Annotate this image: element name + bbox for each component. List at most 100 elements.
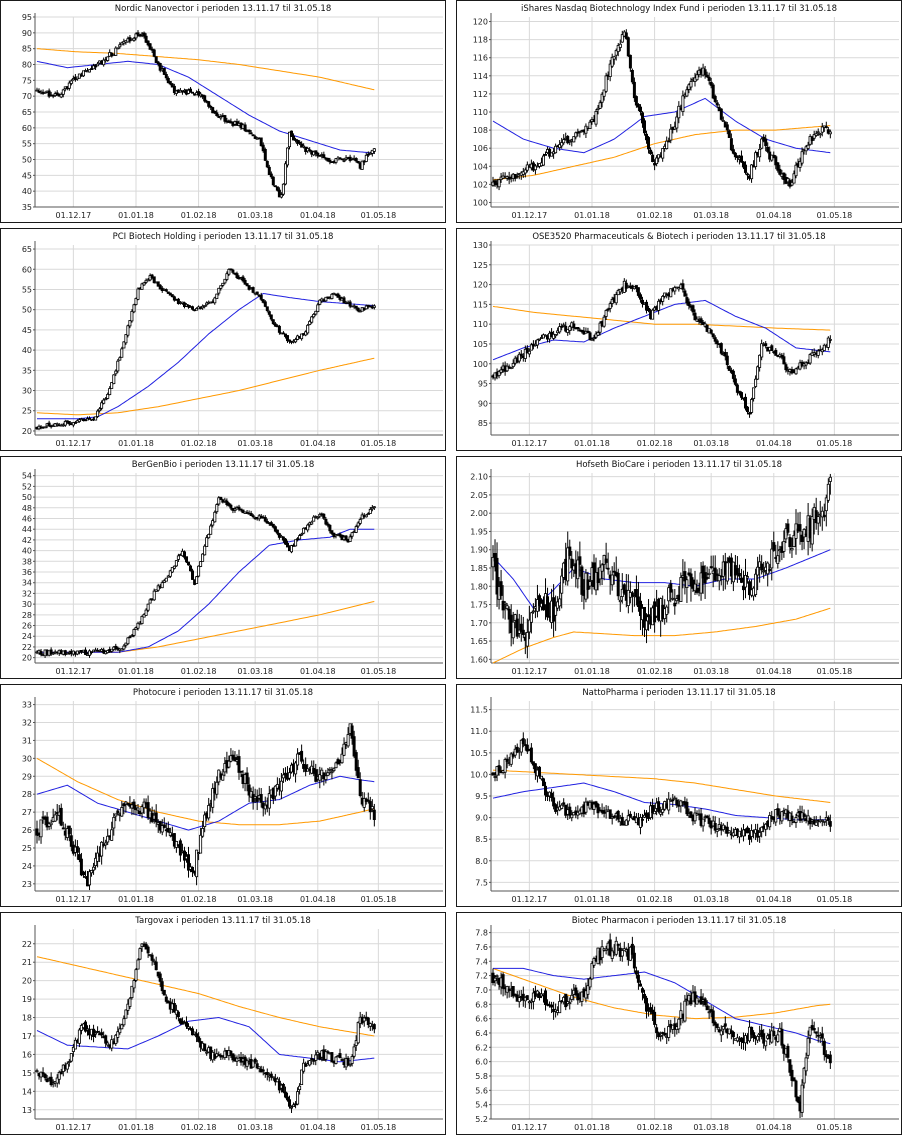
- candle-up: [804, 362, 808, 366]
- moving-average-long: [36, 48, 375, 91]
- candle-up: [160, 825, 164, 833]
- candle-up: [707, 1011, 711, 1014]
- moving-average-long: [37, 601, 375, 653]
- candle-down: [705, 577, 709, 579]
- y-tick-label: 14: [22, 1087, 32, 1096]
- candle-down: [322, 154, 326, 159]
- candle-up: [661, 296, 665, 302]
- candle-up: [673, 287, 677, 292]
- candle-up: [808, 1026, 812, 1036]
- y-tick-label: 16: [22, 1050, 32, 1059]
- candle-down: [160, 981, 164, 992]
- candle-down: [128, 636, 132, 639]
- y-tick-label: 40: [22, 346, 32, 355]
- moving-average-short: [492, 549, 831, 609]
- candle-up: [638, 816, 642, 828]
- x-tick-label: 01.05.18: [817, 1123, 853, 1132]
- y-tick-label: 110: [473, 320, 488, 329]
- candle-down: [727, 130, 731, 139]
- candle-up: [275, 784, 279, 789]
- y-tick-label: 1.90: [470, 546, 488, 555]
- candle-up: [764, 823, 768, 830]
- candle-up: [287, 772, 291, 779]
- y-tick-label: 22: [22, 940, 32, 949]
- x-tick-label: 01.05.18: [817, 211, 853, 220]
- candle-up: [71, 1046, 75, 1052]
- candle-up: [610, 574, 614, 586]
- candle-up: [798, 362, 802, 370]
- candle-up: [756, 366, 760, 380]
- candle-up: [570, 814, 574, 819]
- x-tick-label: 01.12.17: [56, 211, 92, 220]
- candle-up: [707, 572, 711, 576]
- candle-up: [110, 829, 114, 841]
- candle-down: [501, 974, 505, 989]
- moving-average-long: [36, 357, 375, 416]
- candle-up: [88, 650, 92, 656]
- candle-down: [705, 815, 709, 819]
- candle-up: [302, 145, 306, 148]
- candle-down: [247, 129, 251, 133]
- candle-up: [558, 598, 562, 607]
- candle-down: [158, 63, 162, 71]
- candle-up: [770, 548, 774, 569]
- candle-up: [594, 111, 598, 125]
- candle-up: [346, 734, 350, 747]
- candle-down: [725, 826, 729, 834]
- moving-average-long: [492, 967, 831, 1020]
- y-tick-label: 5.2: [475, 1115, 488, 1124]
- candle-down: [673, 602, 677, 607]
- candle-down: [715, 102, 719, 106]
- candle-up: [816, 350, 820, 356]
- candle-down: [289, 130, 293, 138]
- chart-plot: 20 25 30 35 40 45 50 55 60 65 01.12.17 01.01.18 01.0…: [22, 241, 443, 448]
- moving-average-long: [492, 769, 831, 803]
- candle-down: [158, 973, 162, 982]
- candle-down: [277, 189, 281, 198]
- candle-down: [822, 1040, 826, 1055]
- candle-down: [683, 571, 687, 582]
- candle-down: [344, 535, 348, 541]
- candle-up: [352, 1046, 356, 1057]
- candle-down: [271, 319, 275, 325]
- candle-up: [211, 788, 215, 808]
- chart-title: NattoPharma i perioden 13.11.17 til 31.0…: [582, 688, 776, 698]
- candle-down: [800, 534, 804, 542]
- candle-up: [598, 566, 602, 580]
- candle-down: [275, 529, 279, 534]
- x-tick-label: 01.02.18: [181, 895, 217, 904]
- candle-up: [126, 1003, 130, 1011]
- candle-down: [372, 809, 376, 820]
- y-tick-label: 8.0: [475, 857, 488, 866]
- candle-down: [743, 164, 747, 173]
- candle-down: [77, 854, 81, 860]
- candle-up: [717, 575, 721, 582]
- candle-down: [273, 185, 277, 188]
- candle-up: [69, 80, 73, 84]
- x-tick-label: 01.05.18: [361, 1123, 397, 1132]
- candle-down: [580, 566, 584, 595]
- candle-down: [542, 599, 546, 611]
- candle-up: [201, 305, 205, 309]
- x-tick-label: 01.12.17: [512, 211, 548, 220]
- y-tick-label: 46: [22, 514, 32, 523]
- y-tick-label: 26: [22, 826, 32, 835]
- candle-up: [96, 63, 100, 67]
- candle-down: [723, 352, 727, 357]
- candle-down: [671, 799, 675, 802]
- candle-down: [820, 1033, 824, 1039]
- candle-up: [588, 121, 592, 129]
- candle-down: [247, 285, 251, 290]
- candle-up: [826, 337, 830, 348]
- candle-down: [772, 542, 776, 551]
- candle-up: [203, 814, 207, 828]
- candle-up: [513, 614, 517, 621]
- candle-up: [348, 536, 352, 543]
- candle-up: [172, 565, 176, 569]
- candle-down: [170, 83, 174, 88]
- candle-up: [122, 1018, 126, 1026]
- candle-down: [741, 585, 745, 591]
- candle-up: [120, 42, 124, 46]
- candle-up: [576, 559, 580, 580]
- candle-down: [122, 803, 126, 807]
